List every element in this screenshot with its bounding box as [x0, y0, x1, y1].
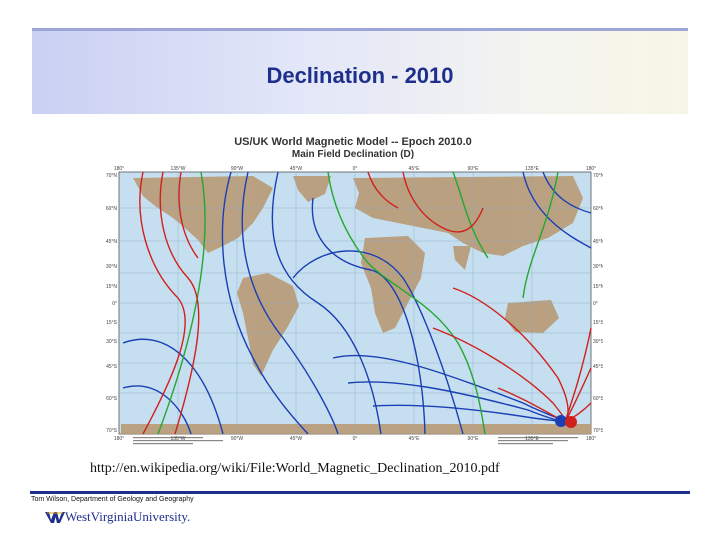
- lon-label: 180°: [114, 166, 124, 172]
- lat-labels-right: 70°N 60°N 45°N 30°N 15°N 0° 15°S 30°S 45…: [593, 173, 603, 434]
- declination-map: 180° 135°W 90°W 45°W 0° 45°E 90°E 135°E …: [103, 128, 603, 448]
- lat-label: 70°S: [106, 428, 118, 434]
- lat-label: 45°N: [593, 239, 603, 245]
- lat-label: 60°S: [593, 396, 603, 402]
- lon-labels-top: 180° 135°W 90°W 45°W 0° 45°E 90°E 135°E …: [114, 166, 596, 172]
- lon-label: 135°W: [170, 166, 185, 172]
- lat-label: 15°S: [593, 320, 603, 326]
- lat-label: 15°N: [106, 284, 118, 290]
- title-band: Declination - 2010: [32, 28, 688, 114]
- footer-credit: Tom Wilson, Department of Geology and Ge…: [31, 496, 194, 503]
- lon-labels-bottom: 180° 135°W 90°W 45°W 0° 45°E 90°E 135°E …: [114, 436, 596, 442]
- africa: [361, 236, 425, 333]
- lat-label: 60°N: [106, 206, 118, 212]
- map-title: US/UK World Magnetic Model -- Epoch 2010…: [234, 136, 472, 148]
- negative-declination-lines: [122, 171, 592, 435]
- lon-label: 135°W: [170, 436, 185, 442]
- map-legend: [133, 437, 578, 445]
- source-url: http://en.wikipedia.org/wiki/File:World_…: [90, 461, 500, 476]
- lat-label: 70°N: [106, 173, 118, 179]
- lat-labels-left: 70°N 60°N 45°N 30°N 15°N 0° 15°S 30°S 45…: [106, 173, 118, 434]
- south-america: [237, 273, 299, 376]
- lon-label: 180°: [586, 166, 596, 172]
- lat-label: 70°S: [593, 428, 603, 434]
- india: [453, 246, 471, 270]
- lat-label: 60°N: [593, 206, 603, 212]
- lat-label: 60°S: [106, 396, 118, 402]
- lon-label: 0°: [353, 436, 358, 442]
- lon-label: 0°: [353, 166, 358, 172]
- lat-label: 30°N: [593, 264, 603, 270]
- greenland: [293, 176, 331, 202]
- lon-label: 45°W: [290, 166, 303, 172]
- lat-label: 30°N: [106, 264, 118, 270]
- map-figure: 180° 135°W 90°W 45°W 0° 45°E 90°E 135°E …: [103, 128, 603, 448]
- lon-label: 90°E: [468, 166, 480, 172]
- lon-label: 90°E: [468, 436, 480, 442]
- lat-label: 45°S: [106, 364, 118, 370]
- lat-label: 15°S: [106, 320, 118, 326]
- lon-label: 180°: [114, 436, 124, 442]
- lat-label: 0°: [593, 301, 598, 307]
- agonic-lines: [157, 171, 559, 435]
- south-magnetic-pole-cluster: [555, 415, 577, 428]
- wvu-flying-wv-icon: [45, 512, 65, 523]
- footer-divider: [30, 491, 690, 494]
- lon-label: 45°W: [290, 436, 303, 442]
- lat-label: 15°N: [593, 284, 603, 290]
- lat-label: 0°: [112, 301, 117, 307]
- lon-label: 45°E: [409, 166, 421, 172]
- lat-label: 45°S: [593, 364, 603, 370]
- map-subtitle: Main Field Declination (D): [291, 149, 415, 160]
- north-america: [133, 176, 273, 253]
- lat-label: 70°N: [593, 173, 603, 179]
- lon-label: 180°: [586, 436, 596, 442]
- antarctica: [121, 424, 591, 434]
- lat-label: 45°N: [106, 239, 118, 245]
- lon-label: 135°E: [525, 436, 539, 442]
- lon-label: 90°W: [231, 166, 244, 172]
- lat-label: 30°S: [106, 339, 118, 345]
- lon-label: 135°E: [525, 166, 539, 172]
- lon-label: 45°E: [409, 436, 421, 442]
- lon-label: 90°W: [231, 436, 244, 442]
- lat-label: 30°S: [593, 339, 603, 345]
- slide-title: Declination - 2010: [266, 63, 454, 88]
- wvu-logo-text: WestVirginiaUniversity.: [65, 509, 191, 524]
